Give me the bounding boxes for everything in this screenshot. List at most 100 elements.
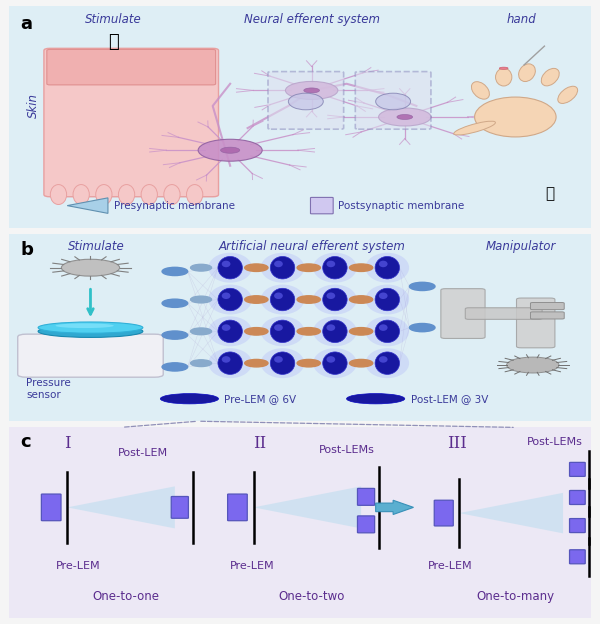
Ellipse shape xyxy=(221,147,240,154)
Circle shape xyxy=(191,265,212,271)
Ellipse shape xyxy=(496,68,512,86)
Ellipse shape xyxy=(274,261,283,267)
FancyBboxPatch shape xyxy=(3,4,597,230)
Circle shape xyxy=(409,323,435,332)
Ellipse shape xyxy=(365,316,409,346)
Ellipse shape xyxy=(365,285,409,314)
FancyBboxPatch shape xyxy=(569,462,585,476)
Circle shape xyxy=(297,264,320,271)
FancyBboxPatch shape xyxy=(441,289,485,338)
Text: Neural efferent system: Neural efferent system xyxy=(244,13,380,26)
Circle shape xyxy=(409,282,435,291)
Ellipse shape xyxy=(375,288,400,311)
Text: One-to-two: One-to-two xyxy=(278,590,345,603)
Polygon shape xyxy=(459,493,563,534)
FancyBboxPatch shape xyxy=(530,303,564,310)
Ellipse shape xyxy=(326,356,335,363)
FancyBboxPatch shape xyxy=(18,334,163,377)
Ellipse shape xyxy=(271,352,295,374)
Text: Post-LEMs: Post-LEMs xyxy=(319,444,374,454)
Ellipse shape xyxy=(326,293,335,299)
Ellipse shape xyxy=(38,325,143,338)
Circle shape xyxy=(191,360,212,366)
Circle shape xyxy=(162,331,188,339)
Polygon shape xyxy=(67,198,108,213)
Ellipse shape xyxy=(187,185,203,205)
Ellipse shape xyxy=(61,260,119,276)
Ellipse shape xyxy=(274,356,283,363)
Ellipse shape xyxy=(518,64,535,82)
Ellipse shape xyxy=(222,261,230,267)
Ellipse shape xyxy=(261,285,304,314)
Ellipse shape xyxy=(347,394,405,404)
Ellipse shape xyxy=(164,185,180,205)
Circle shape xyxy=(162,299,188,308)
Circle shape xyxy=(245,296,268,303)
Text: Pressure
sensor: Pressure sensor xyxy=(26,378,71,400)
FancyBboxPatch shape xyxy=(44,48,218,197)
Ellipse shape xyxy=(304,88,319,93)
Ellipse shape xyxy=(323,352,347,374)
FancyBboxPatch shape xyxy=(171,497,188,519)
Ellipse shape xyxy=(218,352,242,374)
Circle shape xyxy=(349,296,373,303)
Text: Pre-LEM: Pre-LEM xyxy=(230,560,275,571)
Ellipse shape xyxy=(261,316,304,346)
Ellipse shape xyxy=(73,185,89,205)
Text: Artificial neural efferent system: Artificial neural efferent system xyxy=(218,240,405,253)
Ellipse shape xyxy=(313,285,357,314)
Ellipse shape xyxy=(454,121,496,135)
Text: Skin: Skin xyxy=(26,94,40,119)
Text: Stimulate: Stimulate xyxy=(85,13,142,26)
Text: c: c xyxy=(20,433,31,451)
Text: II: II xyxy=(253,435,266,452)
Ellipse shape xyxy=(38,322,143,333)
Ellipse shape xyxy=(261,348,304,378)
Ellipse shape xyxy=(379,261,388,267)
Ellipse shape xyxy=(222,324,230,331)
Circle shape xyxy=(245,359,268,367)
Circle shape xyxy=(349,359,373,367)
Text: Pre-LEM: Pre-LEM xyxy=(56,560,100,571)
Text: 🔥: 🔥 xyxy=(109,33,119,51)
FancyBboxPatch shape xyxy=(569,519,585,532)
Ellipse shape xyxy=(365,253,409,283)
Text: Pre-LEM: Pre-LEM xyxy=(428,560,473,571)
Text: 🔥: 🔥 xyxy=(545,186,555,201)
Ellipse shape xyxy=(375,352,400,374)
Ellipse shape xyxy=(118,185,135,205)
Text: Presynaptic membrane: Presynaptic membrane xyxy=(114,200,235,211)
Circle shape xyxy=(297,328,320,335)
Text: Pre-LEM @ 6V: Pre-LEM @ 6V xyxy=(224,394,296,404)
Ellipse shape xyxy=(218,256,242,279)
Ellipse shape xyxy=(218,320,242,343)
Ellipse shape xyxy=(141,185,157,205)
Ellipse shape xyxy=(271,256,295,279)
Ellipse shape xyxy=(208,253,252,283)
Text: hand: hand xyxy=(506,13,536,26)
FancyBboxPatch shape xyxy=(465,308,542,319)
Text: I: I xyxy=(64,435,71,452)
Ellipse shape xyxy=(218,288,242,311)
FancyBboxPatch shape xyxy=(569,490,585,504)
FancyBboxPatch shape xyxy=(569,550,585,564)
Ellipse shape xyxy=(289,93,323,110)
Ellipse shape xyxy=(379,108,431,126)
Ellipse shape xyxy=(541,69,559,86)
Polygon shape xyxy=(254,486,361,529)
Circle shape xyxy=(245,264,268,271)
Text: One-to-many: One-to-many xyxy=(476,590,554,603)
FancyBboxPatch shape xyxy=(41,494,61,520)
Ellipse shape xyxy=(376,93,410,110)
Circle shape xyxy=(349,328,373,335)
FancyBboxPatch shape xyxy=(517,298,555,348)
Ellipse shape xyxy=(96,185,112,205)
Ellipse shape xyxy=(558,86,578,104)
Text: Post-LEMs: Post-LEMs xyxy=(526,437,582,447)
Ellipse shape xyxy=(397,115,413,119)
Ellipse shape xyxy=(208,348,252,378)
FancyBboxPatch shape xyxy=(3,426,597,620)
Ellipse shape xyxy=(261,253,304,283)
Ellipse shape xyxy=(274,324,283,331)
Ellipse shape xyxy=(375,256,400,279)
